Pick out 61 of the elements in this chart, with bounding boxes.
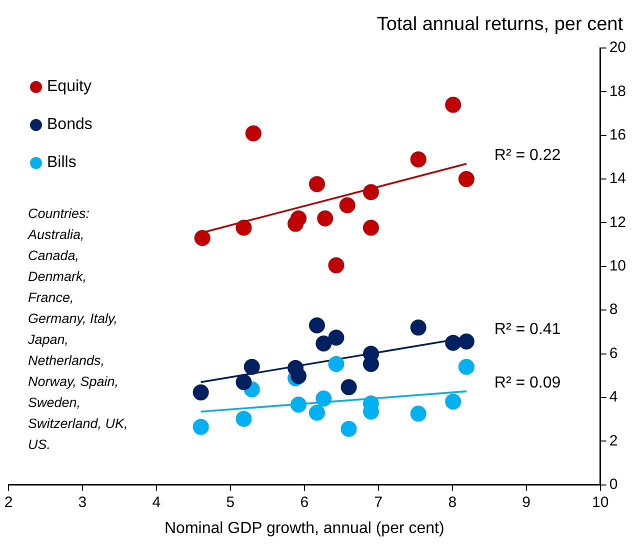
y-tick-label: 16 [609, 126, 626, 144]
point [236, 410, 252, 427]
y-tick-label: 4 [609, 388, 618, 406]
point [317, 210, 334, 226]
x-tick-label: 2 [4, 494, 13, 511]
x-tick-label: 4 [152, 494, 161, 511]
y-tick-label: 10 [609, 258, 626, 275]
legend-label: Bills [47, 154, 76, 172]
x-axis-title: Nominal GDP growth, annual (per cent) [164, 520, 444, 537]
point [316, 335, 332, 352]
point [290, 396, 306, 413]
y-tick-label: 14 [609, 170, 626, 188]
point [445, 394, 462, 410]
x-tick-label: 3 [78, 494, 87, 511]
y-tick-label: 6 [609, 344, 618, 362]
x-tick-label: 6 [300, 494, 309, 511]
x-tick-label: 9 [522, 494, 531, 511]
annotation: R² = 0.41 [494, 321, 561, 338]
point [445, 96, 462, 113]
point [362, 220, 379, 236]
point [458, 171, 474, 188]
x-tick-label: 7 [374, 494, 383, 511]
point [340, 420, 357, 437]
point [290, 210, 306, 226]
point [316, 390, 332, 407]
y-tick-label: 0 [609, 476, 618, 493]
point [410, 151, 426, 168]
point [308, 317, 325, 334]
point [458, 358, 474, 375]
x-tick-label: 5 [226, 494, 235, 511]
point [328, 257, 344, 274]
y-tick-label: 18 [609, 82, 626, 100]
x-tick-label: 8 [448, 494, 457, 511]
point [328, 356, 344, 372]
legend-label: Bonds [47, 116, 92, 134]
point [339, 197, 356, 214]
legend-label: Equity [47, 78, 92, 96]
point [308, 404, 325, 421]
y-tick-label: 12 [609, 214, 626, 231]
point [245, 125, 262, 142]
annotation: R² = 0.22 [494, 147, 561, 164]
point [410, 320, 426, 336]
point [445, 334, 462, 351]
point [340, 379, 357, 396]
point [308, 176, 325, 192]
point [244, 358, 260, 375]
y-axis-title: Total annual returns, per cent [376, 14, 623, 36]
y-tick-label: 2 [609, 432, 618, 450]
point [458, 334, 474, 350]
point [236, 220, 252, 236]
point [328, 330, 344, 346]
annotation: R² = 0.09 [494, 374, 561, 392]
y-tick-label: 8 [609, 301, 618, 318]
point [236, 374, 252, 390]
point [192, 418, 209, 435]
point [362, 184, 379, 200]
point [410, 406, 426, 422]
point [194, 230, 210, 246]
y-tick-label: 20 [609, 39, 626, 56]
text: Countries: Australia, Canada, Denmark, France, Germany, Italy, Japan, Netherlands, Norway, Spain, Sweden, Switzerland, UK, US. [28, 206, 128, 452]
point [192, 384, 209, 400]
